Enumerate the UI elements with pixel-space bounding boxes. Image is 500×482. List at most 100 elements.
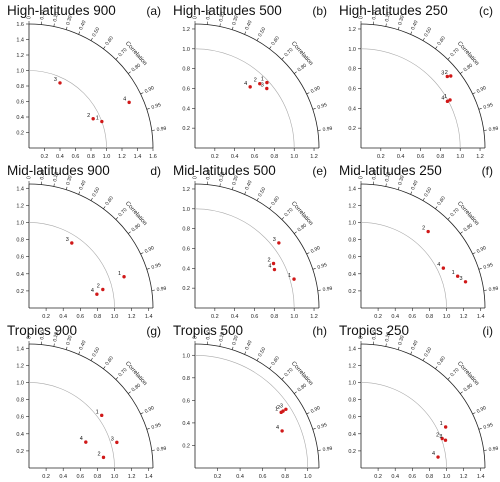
corr-tick-label: 0.20 <box>52 331 60 342</box>
model-point <box>440 436 444 441</box>
corr-tick <box>219 343 221 347</box>
corr-tick-label: 0.99 <box>156 126 167 133</box>
corr-tick-label: 0.70 <box>283 207 294 218</box>
model-point <box>58 81 62 85</box>
corr-tick-label: 0.80 <box>297 222 309 233</box>
corr-tick <box>306 252 310 255</box>
corr-tick <box>435 366 438 369</box>
corr-tick-label: 0.20 <box>384 11 392 22</box>
point-label: 4 <box>437 262 440 268</box>
corr-tick <box>385 343 387 347</box>
model-point <box>277 241 281 245</box>
corr-tick <box>422 197 425 201</box>
corr-tick-label: 0.50 <box>423 26 433 38</box>
panel-title: Tropics 900 <box>7 323 78 338</box>
reference-arc <box>360 382 447 469</box>
x-tick-label: 0.2 <box>374 314 382 320</box>
corr-tick-label: 0.90 <box>144 245 156 255</box>
corr-tick <box>128 231 131 234</box>
corr-tick-label: 0.20 <box>52 11 60 22</box>
y-tick-label: 0.4 <box>182 266 190 272</box>
taylor-panel: 0.2 0.2 0.4 0.4 0.6 0.6 0.8 0.8 1.0 1.0 1.2 1.2 0 0.1… <box>333 1 499 161</box>
corr-tick <box>385 23 387 27</box>
corr-tick-label: 0.80 <box>131 62 143 73</box>
corr-tick-label: 0.10 <box>205 169 212 180</box>
y-tick-label: 0.2 <box>182 443 190 449</box>
corr-tick-label: 0.60 <box>104 35 115 47</box>
x-tick-label: 1.0 <box>456 154 464 160</box>
corr-tick <box>140 252 144 255</box>
corr-tick-label: 0.10 <box>371 9 378 20</box>
y-tick-label: 0.8 <box>16 398 24 404</box>
y-tick-label: 0.2 <box>182 286 190 292</box>
x-tick-label: 1.4 <box>145 474 153 480</box>
corr-tick-label: 0.70 <box>449 367 460 378</box>
corr-tick <box>78 351 81 355</box>
corr-tick-label: 0.20 <box>384 171 392 182</box>
corr-tick <box>460 391 463 394</box>
point-label: 4 <box>432 451 435 457</box>
x-tick-label: 0.4 <box>391 314 399 320</box>
y-tick-label: 0.6 <box>348 86 356 92</box>
corr-tick-label: 0.30 <box>397 335 406 346</box>
corr-tick <box>140 92 144 95</box>
y-tick-label: 0.2 <box>348 289 356 295</box>
taylor-diagram: 0.2 0.2 0.4 0.4 0.6 0.6 0.8 0.8 1.0 1.0 1.2 1.2 1.4 1… <box>16 329 167 480</box>
reference-arc <box>360 48 461 149</box>
corr-tick <box>312 268 316 270</box>
y-tick-label: 0.2 <box>348 126 356 132</box>
corr-tick <box>306 92 310 95</box>
point-label: 3 <box>441 70 444 76</box>
corr-tick-label: 0.30 <box>65 175 74 186</box>
corr-tick-label: 0.60 <box>270 195 281 207</box>
corr-tick <box>90 357 93 361</box>
x-tick-label: 1.2 <box>128 314 136 320</box>
corr-tick-label: 0 <box>192 336 198 339</box>
corr-tick-label: 0.10 <box>205 9 212 20</box>
x-tick-label: 0.2 <box>374 474 382 480</box>
model-point <box>272 267 277 272</box>
y-tick-label: 1.4 <box>16 38 24 44</box>
point-label: 4 <box>80 436 83 442</box>
corr-tick-label: 0 <box>358 16 364 19</box>
panel-title: High-latitudes 900 <box>7 3 116 18</box>
outer-arc <box>194 183 320 309</box>
corr-tick-label: 0.99 <box>156 446 167 453</box>
x-tick-label: 0.2 <box>214 474 222 480</box>
corr-tick <box>65 26 68 30</box>
panel-letter: (a) <box>146 4 161 18</box>
corr-tick-label: 0.70 <box>117 47 128 58</box>
corr-tick-label: 0.50 <box>91 346 101 358</box>
model-point <box>445 74 450 79</box>
point-label: 3 <box>111 436 114 442</box>
corr-tick-label: 0.80 <box>463 382 475 393</box>
model-point <box>122 275 126 279</box>
taylor-diagram: 0.2 0.2 0.4 0.4 0.6 0.6 0.8 0.8 1.0 1.0 0 0.10 0.20 0… <box>182 329 333 480</box>
panel-title: Mid-latitudes 500 <box>173 163 276 178</box>
point-label: 1 <box>452 270 455 276</box>
corr-tick <box>472 412 476 415</box>
corr-tick-label: 0.60 <box>436 195 447 207</box>
model-point <box>443 438 448 442</box>
y-tick-label: 0.8 <box>348 67 356 73</box>
corr-tick-label: 0.95 <box>483 102 494 111</box>
x-tick-label: 0.4 <box>231 154 239 160</box>
corr-tick <box>53 183 55 187</box>
x-tick-label: 0.6 <box>408 314 416 320</box>
y-tick-label: 1.0 <box>16 69 24 75</box>
x-tick-label: 1.2 <box>460 314 468 320</box>
model-point <box>445 99 450 104</box>
model-point <box>248 85 252 89</box>
corr-tick-label: 0.99 <box>488 126 499 133</box>
corr-tick-label: 0.60 <box>436 355 447 367</box>
corr-tick <box>78 31 81 35</box>
corr-tick-label: 0.40 <box>410 20 419 32</box>
corr-tick-label: 0 <box>358 176 364 179</box>
x-tick-label: 1.0 <box>443 474 451 480</box>
x-tick-label: 0.2 <box>42 314 50 320</box>
point-label: 1 <box>440 421 443 427</box>
corr-tick-label: 0.90 <box>144 85 156 95</box>
y-tick-label: 0.4 <box>182 106 190 112</box>
y-tick-label: 0.4 <box>16 432 24 438</box>
corr-tick-label: 0.99 <box>322 126 333 133</box>
